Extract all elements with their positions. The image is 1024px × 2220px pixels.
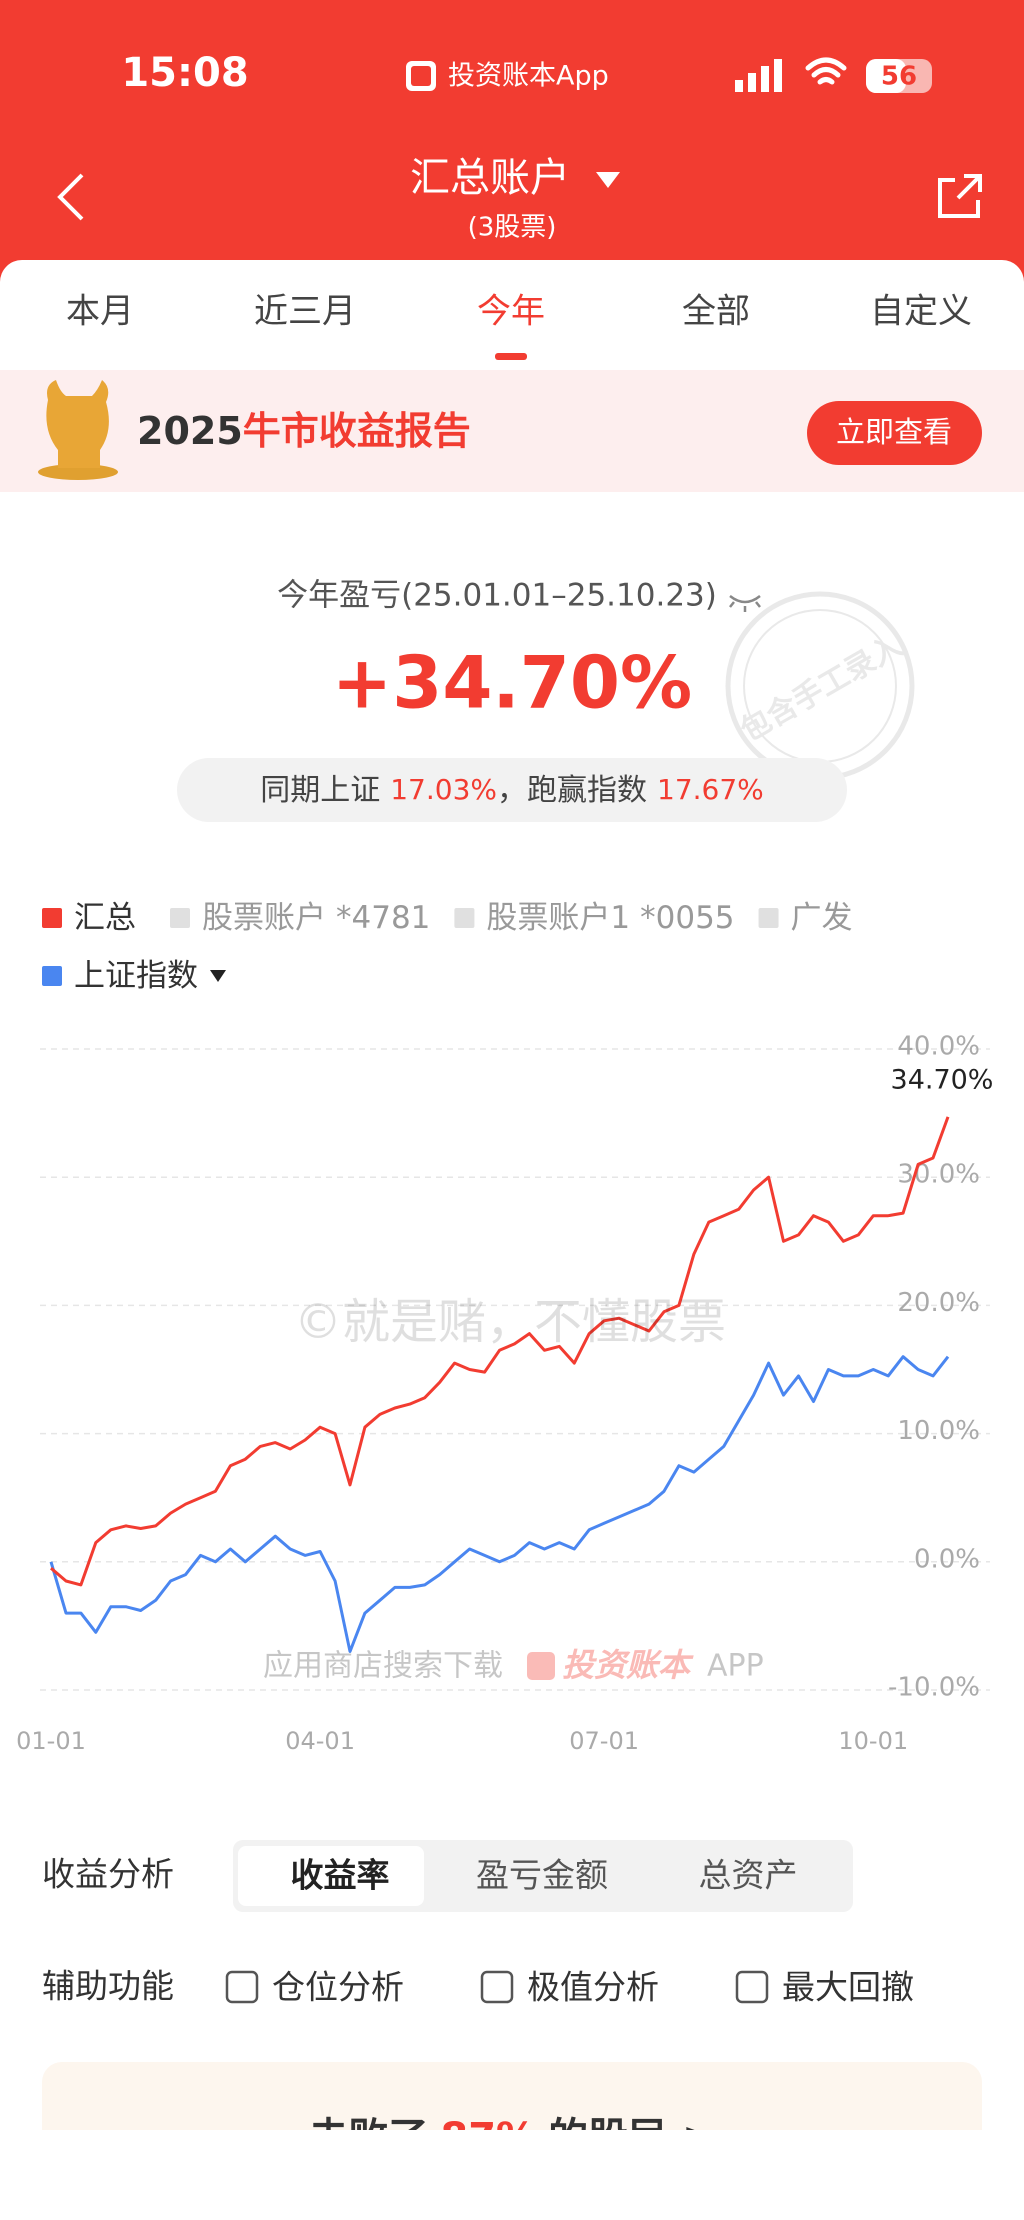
legend-label[interactable]: 广发 [791,900,853,936]
compare-pill [177,758,847,822]
legend-text: *0055 [640,900,734,936]
y-tick-label: 40.0% [897,1032,980,1062]
eye-icon[interactable] [729,594,761,612]
legend-text: 汇总 [74,900,136,936]
legend-label[interactable]: 股票账户1 *0055 [486,900,734,936]
card-value: 87% [440,2115,536,2161]
series-line [49,1355,950,1653]
signal [735,59,782,92]
checkbox[interactable] [225,1970,259,2004]
legend-label[interactable]: 汇总 [74,900,136,936]
legend-text: 广发 [791,900,853,936]
tab[interactable]: 本月 [66,292,134,332]
watermark-icon [527,1652,555,1680]
y-tick-label: 10.0% [897,1416,980,1446]
card-mask [0,2130,1024,2220]
title[interactable]: 汇总账户 [410,155,570,201]
compare-value: 17.03% [390,773,497,806]
beat-label: ，跑赢指数 [497,773,647,808]
legend-label[interactable]: 上证指数 [74,958,198,994]
x-tick-label: 01-01 [16,1727,86,1755]
y-tick-label: 30.0% [897,1160,980,1190]
header-bg [0,0,1024,290]
title-caret [596,172,620,188]
legend-text: *4781 [336,900,430,936]
checkbox[interactable] [735,1970,769,2004]
banner-button[interactable] [807,401,982,465]
card-suffix: 的股民 > [548,2115,715,2161]
data-label: 34.70% [891,1064,994,1095]
card-prefix: 击败了 [308,2115,428,2161]
legend-text: 股票账户 [202,900,326,936]
sheet [0,260,1024,2220]
app-icon-inner [411,66,431,86]
legend-swatch [42,966,62,986]
y-tick-label: 0.0% [914,1544,980,1574]
battery-text: 56 [881,62,917,92]
watermark: ©就是赌，不懂股票 [294,1294,726,1350]
checkbox-label: 极值分析 [527,1968,659,2007]
card-text: 击败了 87% 的股民 > [308,2115,715,2161]
banner-text: 2025牛市收益报告 [137,409,471,453]
share[interactable] [938,174,982,218]
back[interactable] [57,173,84,221]
legend-text: 股票账户1 [486,900,630,936]
banner-button-text[interactable]: 立即查看 [836,415,952,449]
segment[interactable]: 收益率 [291,1856,390,1895]
watermark-brand: 投资账本 [562,1646,694,1684]
series-line [50,1116,950,1587]
tab[interactable]: 自定义 [870,292,972,332]
checkbox[interactable] [480,1970,514,2004]
wifi [805,57,847,85]
aux-label: 辅助功能 [42,1967,174,2006]
bull-icon [46,380,109,468]
analysis-label: 收益分析 [42,1855,174,1894]
checkbox-label: 最大回撤 [782,1968,914,2007]
segment[interactable]: 总资产 [699,1856,798,1895]
legend-swatch [758,908,779,928]
y-tick-label: -10.0% [888,1673,980,1703]
time: 15:08 [121,50,248,96]
summary-value: +34.70% [332,641,692,725]
x-tick-label: 04-01 [285,1727,355,1755]
banner-year: 2025 [137,409,243,453]
compare-text: 同期上证 17.03%，跑赢指数 17.67% [260,773,764,808]
y-tick-label: 20.0% [897,1288,980,1318]
legend-text: 上证指数 [74,958,198,994]
tab-underline [495,353,527,360]
segment[interactable]: 盈亏金额 [476,1856,608,1895]
legend-caret [210,970,226,982]
compare-label: 同期上证 [260,773,380,808]
banner-title: 牛市收益报告 [243,409,471,453]
legend-swatch [170,908,190,928]
checkbox-label: 仓位分析 [272,1968,404,2007]
battery-level [866,59,906,93]
legend-swatch [454,908,475,928]
tab[interactable]: 近三月 [254,292,356,332]
subtitle: (3股票) [468,213,557,243]
x-tick-label: 07-01 [569,1727,639,1755]
beat-value: 17.67% [657,773,764,806]
summary-label: 今年盈亏(25.01.01–25.10.23) [277,578,717,614]
legend-label[interactable]: 股票账户 *4781 [202,900,430,936]
watermark-search: 应用商店搜索下载 [263,1649,503,1684]
tab[interactable]: 全部 [682,292,750,332]
x-tick-label: 10-01 [838,1727,908,1755]
watermark-app: APP [707,1649,764,1684]
segment-active [238,1846,424,1906]
tab[interactable]: 今年 [477,292,545,332]
legend-swatch [42,908,62,928]
app-name: 投资账本App [448,61,609,92]
